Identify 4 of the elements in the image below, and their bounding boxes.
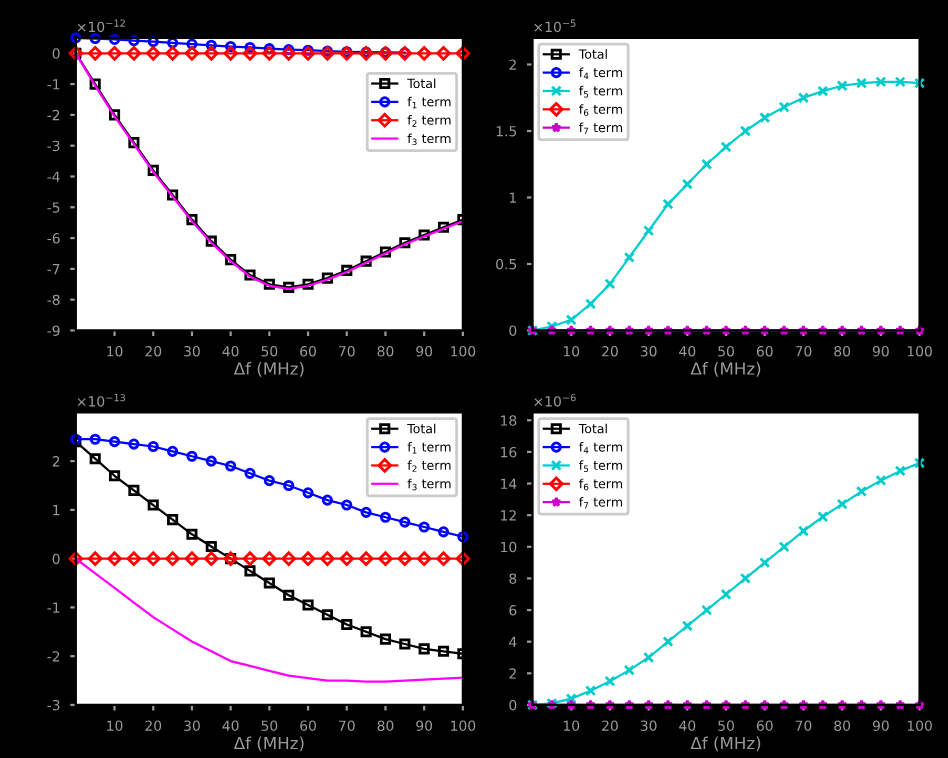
x-axis-title: Δf (MHz): [233, 736, 304, 752]
x-axis-title: Δf (MHz): [690, 361, 761, 377]
x-axis-title: Δf (MHz): [690, 736, 761, 752]
x-axis-title: Δf (MHz): [233, 361, 304, 377]
